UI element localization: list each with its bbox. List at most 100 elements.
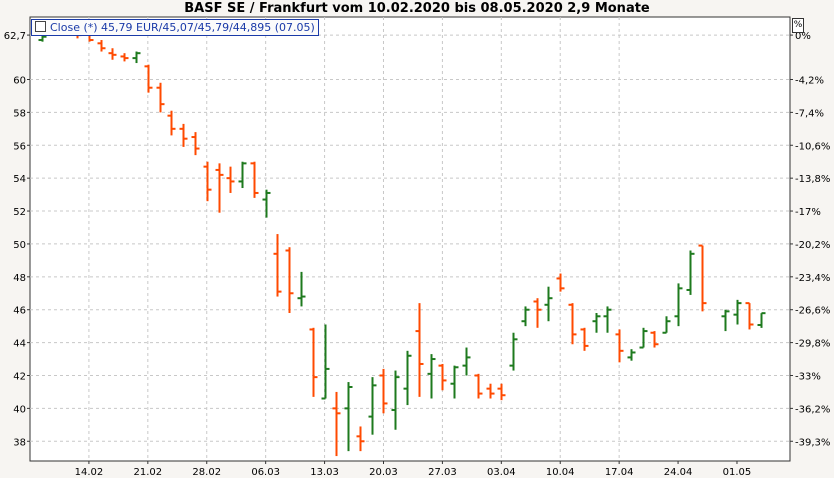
ohlc-bar: [226, 166, 235, 193]
x-tick-label: 24.04: [664, 467, 693, 478]
ohlc-bar: [544, 286, 553, 322]
ohlc-bar: [238, 161, 247, 189]
right-tick-label: -7,4%: [795, 108, 824, 119]
ohlc-bar: [603, 306, 612, 333]
left-tick-label: 44: [13, 339, 26, 350]
x-tick-label: 14.02: [75, 467, 104, 478]
left-tick-label: 48: [13, 273, 26, 284]
ohlc-bar: [415, 303, 424, 397]
right-tick-label: -10,6%: [795, 141, 830, 152]
right-axis-header: %: [792, 18, 804, 33]
ohlc-bar: [297, 271, 306, 307]
ohlc-bar: [97, 40, 106, 52]
x-tick-label: 17.04: [605, 467, 634, 478]
ohlc-bar: [285, 247, 294, 313]
ohlc-bar: [521, 306, 530, 327]
right-tick-label: -23,4%: [795, 273, 830, 284]
ohlc-bar: [568, 303, 577, 345]
ohlc-bar: [344, 382, 353, 452]
ohlc-bar: [662, 316, 671, 334]
left-tick-label: 54: [13, 174, 26, 185]
right-tick-label: -29,8%: [795, 339, 830, 350]
ohlc-bar: [403, 350, 412, 406]
ohlc-bar: [191, 132, 200, 156]
ohlc-bar: [250, 161, 259, 198]
ohlc-bar: [757, 312, 766, 328]
ohlc-bar: [144, 64, 153, 93]
right-tick-label: -4,2%: [795, 75, 824, 86]
ohlc-bar: [156, 82, 165, 113]
ohlc-bar: [497, 383, 506, 401]
ohlc-bar: [332, 391, 341, 457]
ohlc-bar: [120, 53, 129, 62]
x-tick-label: 20.03: [369, 467, 398, 478]
right-tick-label: -33%: [795, 371, 821, 382]
ohlc-bar: [509, 332, 518, 371]
legend: Close (*) 45,79 EUR/45,07/45,79/44,895 (…: [31, 19, 319, 36]
right-tick-label: -39,3%: [795, 437, 830, 448]
right-axis-ticks: 0% -4,2% -7,4% -10,6% -13,8% -17% -20,2% -23,4%…: [790, 31, 830, 448]
ohlc-bar: [580, 327, 589, 351]
ohlc-bar: [321, 324, 330, 400]
ohlc-bar: [356, 426, 365, 452]
chart-title: BASF SE / Frankfurt vom 10.02.2020 bis 0…: [184, 1, 650, 16]
ohlc-bar: [368, 377, 377, 435]
left-tick-label: 50: [13, 240, 26, 251]
left-tick-label: 60: [13, 75, 26, 86]
ohlc-bar: [273, 234, 282, 297]
left-tick-label: 62,7: [4, 31, 26, 42]
ohlc-bar: [179, 123, 188, 147]
left-tick-label: 42: [13, 371, 26, 382]
ohlc-bar: [733, 299, 742, 325]
left-tick-label: 46: [13, 306, 26, 317]
ohlc-bar: [721, 309, 730, 332]
left-tick-label: 40: [13, 404, 26, 415]
ohlc-bar: [745, 302, 754, 330]
ohlc-bar: [474, 373, 483, 399]
ohlc-bar: [450, 365, 459, 399]
right-tick-label: -17%: [795, 207, 821, 218]
ohlc-bar: [379, 368, 388, 414]
legend-label: Close (*) 45,79 EUR/45,07/45,79/44,895 (…: [50, 21, 315, 34]
ohlc-bar: [627, 349, 636, 361]
ohlc-bar: [486, 383, 495, 399]
x-tick-label: 10.04: [546, 467, 575, 478]
right-tick-label: -20,2%: [795, 240, 830, 251]
ohlc-bar: [639, 327, 648, 349]
ohlc-bar: [533, 298, 542, 328]
ohlc-bar: [215, 163, 224, 213]
ohlc-bar: [686, 250, 695, 295]
ohlc-bar: [462, 347, 471, 376]
legend-checkbox[interactable]: [35, 21, 46, 32]
left-tick-label: 58: [13, 108, 26, 119]
ohlc-bar: [391, 370, 400, 430]
x-tick-label: 03.04: [487, 467, 516, 478]
x-axis-ticks: 14.02 21.02 28.02 06.03 13.03 20.03 27.03 03.04…: [75, 461, 751, 478]
x-tick-label: 27.03: [428, 467, 457, 478]
ohlc-bar: [438, 363, 447, 391]
x-tick-label: 21.02: [134, 467, 163, 478]
right-tick-label: -36,2%: [795, 404, 830, 415]
left-tick-label: 56: [13, 141, 26, 152]
x-tick-label: 06.03: [251, 467, 280, 478]
ohlc-bar: [167, 110, 176, 136]
ohlc-bar: [309, 327, 318, 397]
plot-area: [29, 16, 791, 462]
ohlc-bar: [556, 273, 565, 292]
ohlc-bar: [592, 313, 601, 333]
ohlc-bar: [650, 331, 659, 348]
right-tick-label: -13,8%: [795, 174, 830, 185]
left-tick-label: 38: [13, 437, 26, 448]
right-tick-label: -26,6%: [795, 306, 830, 317]
left-tick-label: 52: [13, 207, 26, 218]
right-tick-label: 0%: [795, 31, 811, 42]
ohlc-bar: [674, 283, 683, 327]
ohlc-bar: [427, 354, 436, 399]
ohlc-bar: [615, 329, 624, 363]
ohlc-bar: [262, 189, 271, 218]
x-tick-label: 13.03: [310, 467, 339, 478]
ohlc-bar: [698, 244, 707, 312]
ohlc-bar: [132, 51, 141, 64]
left-axis-ticks: 62,7 60 58 56 54 52 50 48 46 44 42 40 38: [4, 31, 30, 448]
